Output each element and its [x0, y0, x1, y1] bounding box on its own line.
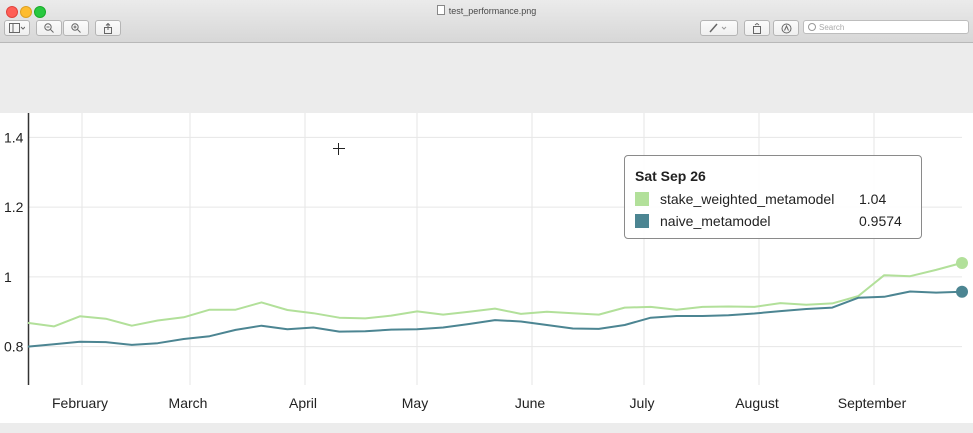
zoom-window-button[interactable]	[34, 6, 46, 18]
x-tick-label: April	[289, 395, 317, 411]
document-icon	[436, 5, 445, 15]
zoom-in-icon	[71, 23, 81, 33]
x-tick-label: March	[169, 395, 208, 411]
x-tick-label: July	[630, 395, 655, 411]
tooltip-series-value: 1.04	[859, 191, 887, 207]
sidebar-toggle-button[interactable]	[4, 20, 30, 36]
markup-circle-icon	[781, 23, 791, 33]
grid-lines	[28, 113, 962, 385]
share-button[interactable]	[95, 20, 121, 36]
hover-point-stake-weighted-metamodel[interactable]	[956, 256, 968, 269]
tooltip-row-stake-weighted: stake_weighted_metamodel 1.04	[635, 190, 915, 208]
sidebar-toggle-icon	[9, 23, 25, 33]
x-tick-label: May	[402, 395, 428, 411]
y-tick-label: 1	[4, 269, 12, 285]
tooltip-swatch-naive	[635, 214, 649, 228]
search-placeholder: Search	[819, 22, 845, 32]
rotate-icon	[753, 22, 761, 34]
window-title: test_performance.png	[0, 5, 973, 16]
y-tick-label: 1.2	[4, 199, 24, 215]
window-title-text: test_performance.png	[448, 6, 537, 16]
zoom-out-icon	[44, 23, 54, 33]
zoom-in-button[interactable]	[63, 20, 89, 36]
crosshair-cursor	[333, 143, 345, 155]
x-tick-label: February	[52, 395, 108, 411]
hover-point-naive-metamodel[interactable]	[956, 285, 968, 298]
rotate-button[interactable]	[744, 20, 770, 36]
tooltip-swatch-stake-weighted	[635, 192, 649, 206]
series-line-naive-metamodel	[27, 290, 963, 348]
series-line-stake-weighted-metamodel	[27, 261, 963, 328]
minimize-window-button[interactable]	[20, 6, 32, 18]
pen-icon	[709, 23, 727, 33]
image-bottom-margin	[0, 423, 973, 433]
performance-line-chart: 0.8 1 1.2 1.4 February March April May June July…	[4, 113, 968, 411]
y-tick-label: 1.4	[4, 129, 24, 145]
x-tick-label: June	[515, 395, 546, 411]
search-field[interactable]: Search	[803, 20, 969, 34]
x-tick-label: August	[735, 395, 779, 411]
y-tick-label: 0.8	[4, 339, 24, 355]
x-tick-label: September	[838, 395, 907, 411]
tooltip-row-naive: naive_metamodel 0.9574	[635, 212, 915, 230]
tooltip-date: Sat Sep 26	[635, 168, 706, 184]
chart-tooltip: Sat Sep 26 stake_weighted_metamodel 1.04…	[624, 155, 922, 239]
markup-pen-button[interactable]	[700, 20, 738, 36]
search-icon	[808, 23, 816, 31]
x-axis: February March April May June July August Septe…	[52, 395, 907, 411]
image-top-margin	[0, 43, 973, 113]
markup-toolbar-button[interactable]	[773, 20, 799, 36]
close-window-button[interactable]	[6, 6, 18, 18]
window-titlebar: test_performance.png	[0, 0, 973, 43]
share-icon	[104, 22, 112, 34]
tooltip-series-name: naive_metamodel	[660, 213, 771, 229]
tooltip-series-value: 0.9574	[859, 213, 902, 229]
zoom-out-button[interactable]	[36, 20, 62, 36]
tooltip-series-name: stake_weighted_metamodel	[660, 191, 835, 207]
y-axis: 0.8 1 1.2 1.4	[4, 113, 30, 385]
series-lines	[27, 256, 968, 348]
